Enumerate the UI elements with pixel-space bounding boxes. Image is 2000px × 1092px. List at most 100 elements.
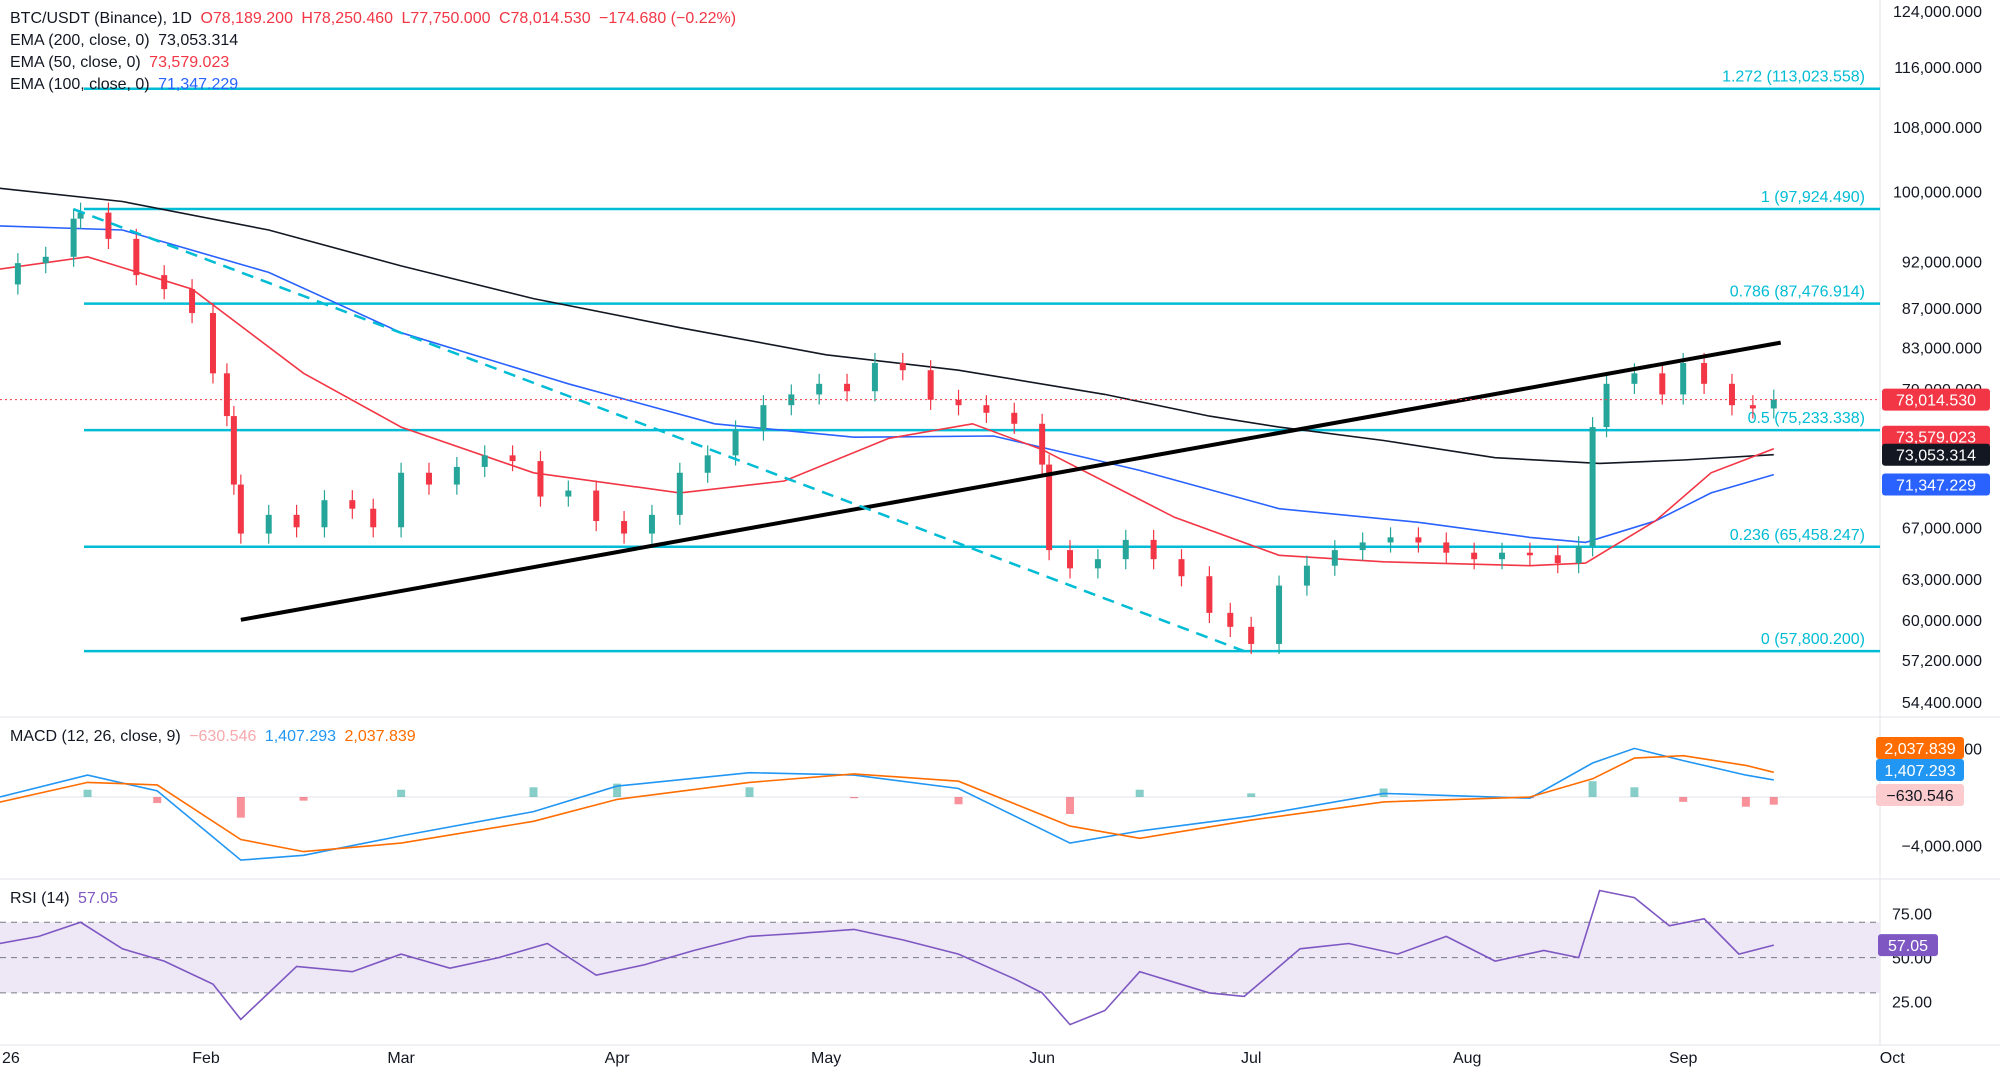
candle-body (537, 461, 544, 497)
candle-body (1039, 423, 1046, 465)
candle-body (1248, 626, 1255, 644)
candle-body (293, 514, 300, 528)
time-tick-label: 26 (2, 1050, 20, 1067)
price-tick-label: 63,000.000 (1902, 572, 1982, 589)
candle-body (349, 500, 356, 509)
time-tick-label: Apr (605, 1050, 631, 1067)
fib-level-label: 0 (57,800.200) (1761, 631, 1865, 648)
macd-badge (1876, 737, 1964, 759)
macd-badge (1876, 759, 1964, 781)
candle-body (1770, 399, 1777, 409)
ema50-value: 73,579.023 (149, 54, 230, 71)
candle-body (899, 362, 906, 371)
high-value: H78,250.460 (301, 10, 394, 27)
candle-body (42, 256, 49, 264)
price-badge (1882, 473, 1990, 496)
ema100-value: 71,347.229 (158, 76, 239, 93)
macd-histogram-bar (613, 783, 622, 797)
rsi-label: RSI (14) (10, 890, 70, 907)
candle-body (1046, 464, 1053, 551)
candle-body (1331, 550, 1338, 566)
fib-level-label: 1.272 (113,023.558) (1722, 69, 1865, 86)
macd-histogram-bar (1588, 781, 1597, 797)
open-value: O78,189.200 (200, 10, 293, 27)
macd-signal-line (0, 754, 1774, 853)
rsi-legend[interactable]: RSI (14) 57.05 (10, 890, 122, 908)
candle-body (105, 212, 112, 239)
rsi-tick-label: 25.00 (1892, 995, 1932, 1012)
ema50-line (0, 255, 1775, 567)
ema50-legend[interactable]: EMA (50, close, 0) 73,579.023 (10, 54, 233, 72)
candle-body (1094, 559, 1101, 569)
candle-body (955, 399, 962, 406)
candle-body (621, 521, 628, 534)
rsi-tick-label: 75.00 (1892, 906, 1932, 923)
candle-body (1589, 427, 1596, 547)
candle-body (1206, 576, 1213, 613)
candle-body (1659, 373, 1666, 395)
candle-body (425, 472, 432, 485)
candle-body (1415, 537, 1422, 543)
symbol-label[interactable]: BTC/USDT (Binance), 1D (10, 10, 192, 27)
candle-body (189, 289, 196, 314)
time-tick-label: Oct (1880, 1050, 1905, 1067)
macd-histogram-bar (83, 789, 92, 797)
price-tick-label: 67,000.000 (1902, 520, 1982, 537)
fib-diagonal-trendline (73, 208, 1245, 653)
price-badge-label: 71,347.229 (1896, 478, 1976, 495)
candle-body (1122, 539, 1129, 560)
ohlc-legend: BTC/USDT (Binance), 1D O78,189.200 H78,2… (10, 10, 740, 28)
time-tick-label: Jun (1029, 1050, 1055, 1067)
macd-histogram-bar (299, 797, 308, 801)
candle-body (983, 405, 990, 413)
candle-body (1276, 585, 1283, 644)
macd-histogram-bar (850, 797, 859, 799)
candle-body (1701, 362, 1708, 384)
candle-body (509, 455, 516, 462)
fib-level-label: 0.236 (65,458.247) (1730, 527, 1865, 544)
price-tick-label: 60,000.000 (1902, 613, 1982, 630)
candle-body (1680, 362, 1687, 395)
time-tick-label: Aug (1453, 1050, 1481, 1067)
support-trendline (240, 340, 1782, 622)
candle-body (237, 484, 244, 534)
macd-histogram-bar (236, 797, 245, 818)
macd-badge (1876, 784, 1964, 806)
candle-body (1554, 555, 1561, 564)
price-tick-label: 57,200.000 (1902, 653, 1982, 670)
macd-histogram-bar (1769, 797, 1778, 805)
candle-body (1749, 405, 1756, 409)
candle-body (481, 455, 488, 467)
candle-body (1443, 542, 1450, 553)
price-tick-label: 83,000.000 (1902, 341, 1982, 358)
rsi-badge (1878, 934, 1938, 957)
time-tick-label: Mar (387, 1050, 415, 1067)
price-badge (1882, 425, 1990, 448)
candle-body (230, 416, 237, 485)
macd-histogram-bar (1741, 797, 1750, 807)
candle-body (133, 238, 140, 276)
rsi-value: 57.05 (78, 890, 119, 907)
candle-body (209, 313, 216, 374)
ema200-legend[interactable]: EMA (200, close, 0) 73,053.314 (10, 32, 242, 50)
price-tick-label: 87,000.000 (1902, 301, 1982, 318)
macd-histogram-bar (397, 789, 406, 797)
fib-level-label: 0.786 (87,476.914) (1730, 284, 1865, 301)
fib-level-label: 1 (97,924.490) (1761, 189, 1865, 206)
price-tick-label: 116,000.000 (1894, 60, 1982, 77)
time-tick-label: Feb (192, 1050, 220, 1067)
price-badge-label: 78,014.530 (1896, 393, 1976, 410)
ema100-legend[interactable]: EMA (100, close, 0) 71,347.229 (10, 76, 242, 94)
macd-badge-label: 2,037.839 (1884, 741, 1955, 758)
low-value: L77,750.000 (401, 10, 491, 27)
macd-histogram-bar (1135, 789, 1144, 797)
rsi-line (0, 889, 1774, 1026)
candle-body (370, 508, 377, 528)
macd-legend[interactable]: MACD (12, 26, close, 9) −630.546 1,407.2… (10, 728, 420, 746)
candle-body (760, 405, 767, 431)
price-tick-label: 54,400.000 (1902, 695, 1982, 712)
macd-histogram-bar (529, 787, 538, 797)
candle-body (1178, 559, 1185, 577)
